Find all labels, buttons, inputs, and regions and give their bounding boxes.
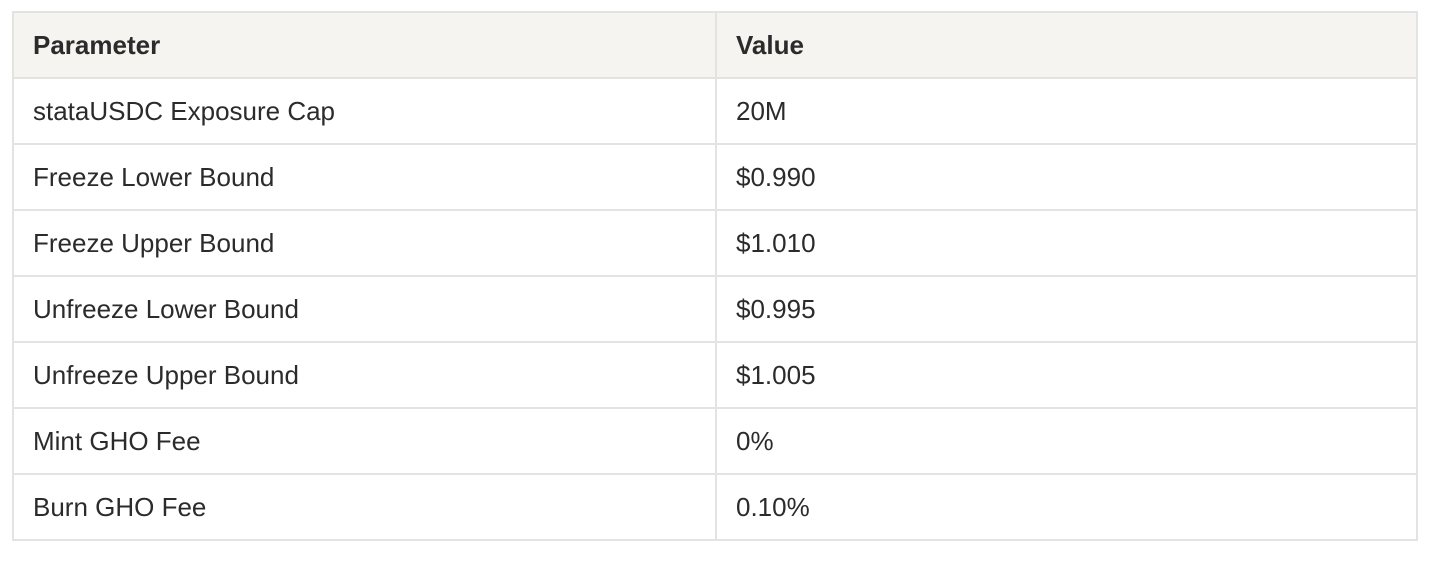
table-body: stataUSDC Exposure Cap 20M Freeze Lower Bo…: [12, 77, 1418, 541]
value-cell: $0.995: [715, 275, 1418, 343]
parameter-cell: stataUSDC Exposure Cap: [12, 77, 717, 145]
value-cell: $1.010: [715, 209, 1418, 277]
header-row: Parameter Value: [12, 11, 1418, 79]
parameter-cell: Freeze Lower Bound: [12, 143, 717, 211]
table-row: Mint GHO Fee 0%: [12, 407, 1418, 475]
value-cell: $0.990: [715, 143, 1418, 211]
table-row: Unfreeze Upper Bound $1.005: [12, 341, 1418, 409]
header-cell: Value: [715, 11, 1418, 79]
table-row: stataUSDC Exposure Cap 20M: [12, 77, 1418, 145]
table-row: Freeze Upper Bound $1.010: [12, 209, 1418, 277]
parameter-table: Parameter Value stataUSDC Exposure Cap 20…: [12, 11, 1418, 541]
parameter-cell: Burn GHO Fee: [12, 473, 717, 541]
parameter-cell: Freeze Upper Bound: [12, 209, 717, 277]
table-row: Freeze Lower Bound $0.990: [12, 143, 1418, 211]
header-cell: Parameter: [12, 11, 717, 79]
value-cell: $1.005: [715, 341, 1418, 409]
table-row: Burn GHO Fee 0.10%: [12, 473, 1418, 541]
value-cell: 0.10%: [715, 473, 1418, 541]
parameter-cell: Unfreeze Lower Bound: [12, 275, 717, 343]
parameter-cell: Mint GHO Fee: [12, 407, 717, 475]
value-cell: 0%: [715, 407, 1418, 475]
table-row: Unfreeze Lower Bound $0.995: [12, 275, 1418, 343]
value-cell: 20M: [715, 77, 1418, 145]
parameter-cell: Unfreeze Upper Bound: [12, 341, 717, 409]
